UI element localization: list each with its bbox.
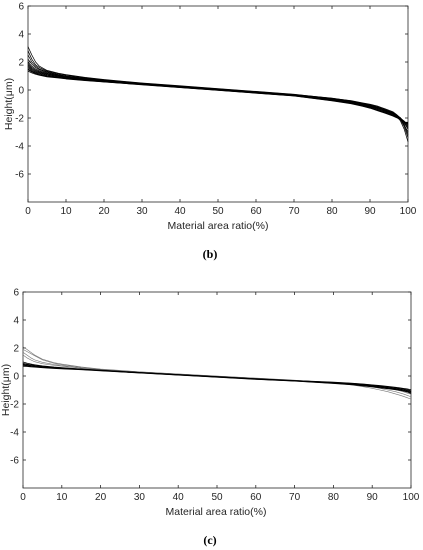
x-tick-label: 70	[289, 492, 301, 503]
x-tick-label: 0	[20, 492, 26, 503]
x-tick-label: 100	[400, 206, 417, 217]
x-tick-label: 90	[367, 492, 379, 503]
y-tick-label: -2	[10, 400, 19, 411]
y-tick-label: 4	[18, 30, 24, 41]
x-tick-label: 60	[250, 492, 262, 503]
series-line-c-10	[22, 365, 412, 394]
y-tick-label: 6	[13, 288, 19, 299]
x-axis-label-c: Material area ratio(%)	[166, 506, 267, 518]
y-axis-label-b: Height(μm)	[3, 78, 15, 130]
x-tick-label: 10	[56, 492, 68, 503]
y-tick-label: -6	[10, 456, 19, 467]
x-tick-label: 80	[326, 206, 338, 217]
y-tick-label: 2	[13, 344, 19, 355]
series-group-b	[27, 46, 409, 142]
series-line-b-4	[27, 58, 409, 133]
y-tick-label: 4	[13, 316, 19, 327]
series-line-b-5	[27, 61, 409, 130]
axes-c: 0 10 20 30 40 50 60 70 80 90 100 -6 -4 -2 0 2 4 6	[10, 288, 420, 504]
series-line-c-3	[22, 351, 412, 395]
x-tick-label: 80	[328, 492, 340, 503]
y-tick-label: 0	[18, 86, 24, 97]
x-tick-label: 90	[364, 206, 376, 217]
x-tick-label: 40	[173, 492, 185, 503]
series-line-b-8	[27, 65, 409, 126]
x-tick-label: 40	[174, 206, 186, 217]
series-line-b-12	[27, 70, 408, 123]
y-axis-label-c: Height(μm)	[0, 364, 12, 416]
chart-panel-c: 0 10 20 30 40 50 60 70 80 90 100 -6 -4 -2 0 2 4 6 Materia…	[0, 288, 420, 548]
x-axis-label-b: Material area ratio(%)	[168, 220, 269, 232]
y-tick-label: -4	[10, 428, 19, 439]
x-tick-label: 30	[134, 492, 146, 503]
y-tick-label: -6	[15, 170, 24, 181]
x-tick-label: 100	[403, 492, 420, 503]
series-line-b-2	[27, 50, 409, 138]
panel-label-b: (b)	[203, 247, 218, 261]
x-tick-label: 50	[211, 492, 223, 503]
series-line-b-1	[27, 46, 409, 142]
plot-frame-c	[22, 291, 412, 489]
chart-panel-b: 0 10 20 30 40 50 60 70 80 90 100 -6 -4 -2 0 2 4 6 Materia…	[3, 2, 417, 262]
series-line-c-4	[22, 354, 412, 393]
series-line-b-6	[27, 63, 409, 129]
x-tick-label: 10	[60, 206, 72, 217]
series-line-b-7	[27, 64, 409, 127]
x-tick-label: 20	[95, 492, 107, 503]
panel-label-c: (c)	[203, 533, 216, 547]
x-tick-label: 50	[212, 206, 224, 217]
y-tick-label: -2	[15, 114, 24, 125]
x-tick-label: 30	[136, 206, 148, 217]
y-tick-label: -4	[15, 142, 24, 153]
series-line-c-1	[22, 346, 412, 400]
x-tick-label: 70	[288, 206, 300, 217]
y-tick-label: 2	[18, 58, 24, 69]
series-group-c	[22, 346, 412, 400]
axes-b: 0 10 20 30 40 50 60 70 80 90 100 -6 -4 -2 0 2 4 6	[15, 2, 417, 218]
x-tick-label: 0	[25, 206, 31, 217]
series-line-c-2	[22, 349, 412, 398]
y-tick-label: 0	[13, 372, 19, 383]
series-line-b-3	[27, 54, 409, 135]
series-line-b-9	[27, 67, 409, 125]
y-tick-label: 6	[18, 2, 24, 13]
x-tick-label: 60	[250, 206, 262, 217]
x-tick-label: 20	[98, 206, 110, 217]
